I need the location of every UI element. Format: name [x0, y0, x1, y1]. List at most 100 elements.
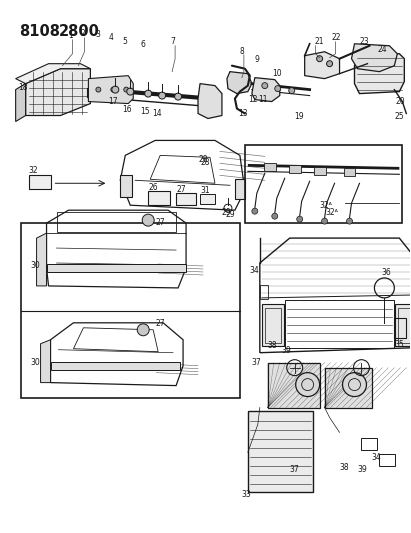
Bar [325, 368, 372, 408]
Circle shape [297, 216, 302, 222]
Text: 15: 15 [140, 107, 150, 116]
Text: 6: 6 [140, 40, 145, 49]
Bar [398, 308, 411, 343]
Bar [361, 439, 377, 450]
Circle shape [96, 87, 101, 92]
Text: 31: 31 [200, 186, 210, 195]
Bar [21, 223, 240, 398]
Circle shape [111, 87, 116, 92]
Circle shape [262, 83, 268, 88]
Circle shape [159, 92, 166, 99]
Text: 3: 3 [95, 30, 100, 39]
Text: 23: 23 [360, 37, 369, 46]
Bar [245, 146, 402, 223]
Bar [379, 454, 395, 466]
Polygon shape [16, 63, 90, 84]
Text: 29: 29 [222, 208, 231, 217]
Polygon shape [355, 54, 404, 94]
Text: 4: 4 [109, 33, 113, 42]
Text: 37: 37 [252, 358, 261, 367]
Circle shape [327, 61, 332, 67]
Text: 10: 10 [272, 69, 282, 78]
Text: 39: 39 [358, 465, 367, 474]
Bar [262, 304, 284, 346]
Text: 27: 27 [176, 185, 186, 194]
Circle shape [124, 87, 129, 92]
Polygon shape [37, 233, 46, 286]
Text: 12: 12 [248, 94, 257, 103]
Circle shape [175, 93, 182, 100]
Bar [176, 193, 196, 205]
Bar [395, 304, 411, 346]
Polygon shape [41, 340, 51, 383]
Bar [260, 285, 268, 299]
Circle shape [321, 218, 328, 224]
Text: 5: 5 [122, 37, 127, 46]
Text: 28: 28 [200, 158, 210, 167]
Circle shape [112, 86, 119, 93]
Circle shape [127, 88, 134, 95]
Text: 39: 39 [282, 346, 291, 354]
Polygon shape [351, 44, 397, 71]
Text: 17: 17 [109, 96, 118, 106]
Bar [46, 264, 186, 272]
Bar [314, 167, 326, 175]
Text: 14: 14 [152, 109, 162, 117]
Text: 2800: 2800 [58, 24, 99, 39]
Polygon shape [252, 78, 280, 102]
Bar [265, 308, 281, 343]
Text: 2: 2 [81, 29, 85, 38]
Polygon shape [198, 84, 222, 118]
Text: 19: 19 [295, 112, 304, 122]
Circle shape [275, 86, 281, 92]
Text: 25: 25 [395, 111, 404, 120]
Text: 35: 35 [395, 340, 404, 349]
Text: 22: 22 [332, 33, 341, 42]
Text: 16: 16 [122, 104, 132, 114]
Bar [289, 165, 301, 173]
Text: 32ᴬ: 32ᴬ [320, 201, 332, 210]
Text: 30: 30 [30, 358, 40, 367]
Text: 8108: 8108 [18, 24, 60, 39]
Bar [120, 175, 132, 197]
Circle shape [296, 373, 320, 397]
Circle shape [252, 208, 258, 214]
Text: 34: 34 [250, 266, 260, 275]
Text: 21: 21 [315, 37, 324, 46]
Text: 26: 26 [148, 183, 158, 192]
Bar [285, 300, 395, 348]
Circle shape [142, 214, 154, 226]
Bar [344, 168, 356, 176]
Polygon shape [25, 69, 90, 116]
Text: 13: 13 [238, 109, 247, 117]
Circle shape [272, 213, 278, 219]
Polygon shape [305, 52, 339, 79]
Circle shape [145, 90, 152, 97]
Text: 38: 38 [268, 341, 277, 350]
Bar [200, 194, 215, 204]
Text: 37: 37 [290, 465, 300, 474]
Bar [395, 318, 406, 338]
Text: 1: 1 [69, 31, 73, 40]
Circle shape [137, 324, 149, 336]
Text: 36: 36 [381, 268, 391, 277]
Text: 18: 18 [18, 83, 28, 92]
Text: 29: 29 [226, 210, 236, 219]
Text: 7: 7 [170, 37, 175, 46]
Text: 20: 20 [395, 96, 405, 106]
Circle shape [346, 218, 353, 224]
Text: 38: 38 [339, 463, 349, 472]
Text: 32ᴬ: 32ᴬ [326, 208, 339, 217]
Bar [51, 362, 180, 370]
Text: 33: 33 [242, 490, 252, 499]
Bar [268, 362, 320, 408]
Text: 11: 11 [258, 94, 267, 103]
Text: 34: 34 [372, 454, 381, 462]
Text: 9: 9 [255, 55, 260, 64]
Text: 32: 32 [29, 166, 38, 175]
Polygon shape [88, 76, 133, 103]
Text: 30: 30 [30, 261, 40, 270]
Circle shape [316, 56, 323, 62]
Bar [29, 175, 51, 189]
Text: 8: 8 [240, 47, 245, 56]
